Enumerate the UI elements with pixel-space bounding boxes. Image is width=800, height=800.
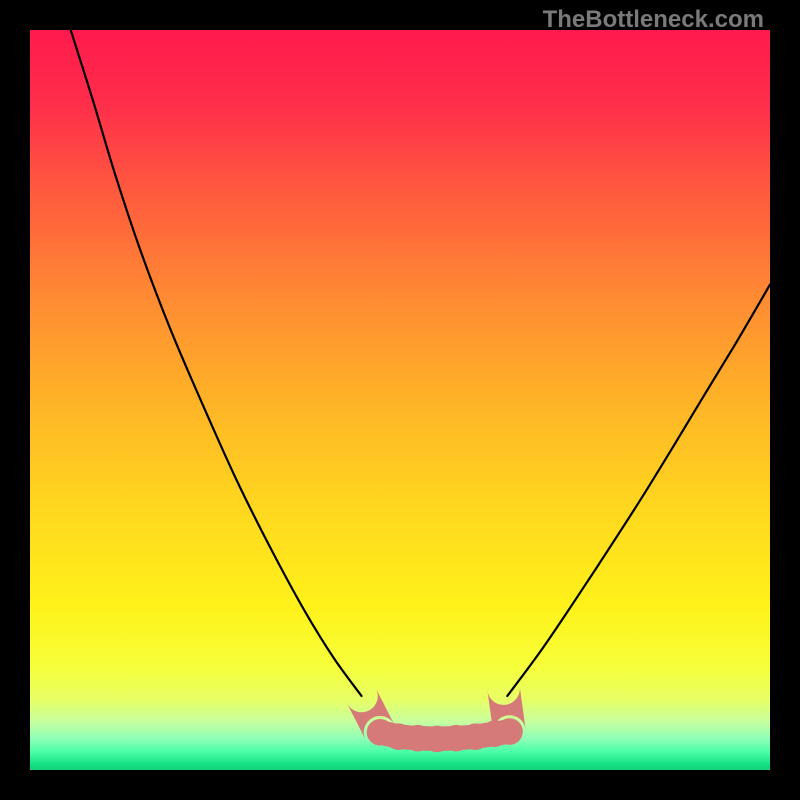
curve-left-branch <box>71 30 362 696</box>
curve-right-branch <box>507 285 770 696</box>
chart-stage: TheBottleneck.com <box>0 0 800 800</box>
plot-area <box>30 30 770 770</box>
bottom-marker-sausage <box>347 686 526 752</box>
curve-layer <box>30 30 770 770</box>
watermark-text: TheBottleneck.com <box>543 6 764 34</box>
